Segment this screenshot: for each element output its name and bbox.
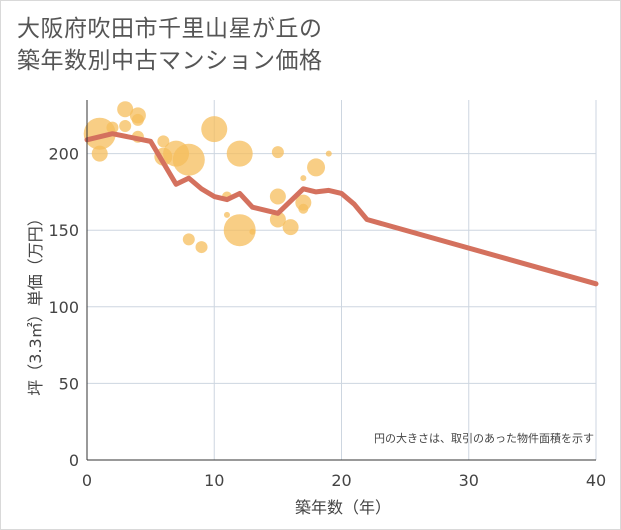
data-bubble	[269, 211, 286, 228]
data-bubble	[325, 150, 332, 157]
data-bubble	[106, 121, 119, 134]
chart-title-line1: 大阪府吹田市千里山星が丘の	[17, 16, 323, 42]
chart-title: 大阪府吹田市千里山星が丘の 築年数別中古マンション価格	[17, 13, 323, 77]
data-bubble	[119, 120, 132, 133]
x-tick-label: 30	[459, 471, 479, 490]
y-tick-label: 100	[48, 298, 79, 317]
data-bubble	[172, 143, 205, 176]
x-tick-label: 0	[82, 471, 92, 490]
x-axis-title: 築年数（年）	[295, 498, 391, 517]
bubble-layer	[83, 101, 332, 254]
data-bubble	[298, 203, 309, 214]
x-tick-label: 20	[331, 471, 351, 490]
data-bubble	[282, 219, 299, 236]
data-bubble	[131, 113, 144, 126]
data-bubble	[269, 188, 286, 205]
y-tick-label: 0	[69, 451, 79, 470]
data-bubble	[91, 145, 108, 162]
y-tick-label: 200	[48, 145, 79, 164]
x-tick-label: 40	[586, 471, 606, 490]
data-bubble	[157, 135, 170, 148]
data-bubble	[223, 211, 230, 218]
y-tick-label: 150	[48, 221, 79, 240]
data-bubble	[307, 158, 326, 177]
trend-line	[84, 131, 599, 287]
data-bubble	[249, 228, 256, 235]
data-bubble	[300, 175, 307, 182]
data-bubble	[117, 101, 134, 118]
data-bubble	[226, 140, 253, 167]
x-tick-label: 10	[204, 471, 224, 490]
bubble-size-note: 円の大きさは、取引のあった物件面積を示す	[374, 431, 594, 445]
tick-labels: 0 10 20 30 40 0 50 100 150 200	[48, 145, 606, 490]
y-tick-label: 50	[59, 374, 79, 393]
data-bubble	[201, 116, 228, 143]
chart-title-line2: 築年数別中古マンション価格	[17, 48, 323, 74]
data-bubble	[223, 214, 256, 247]
data-bubble	[195, 241, 208, 254]
trend-line-layer	[84, 131, 599, 287]
axes	[86, 100, 596, 461]
data-bubble	[182, 233, 195, 246]
data-bubble	[271, 146, 284, 159]
y-axis-title: 坪（3.3㎡）単価（万円）	[26, 210, 45, 395]
